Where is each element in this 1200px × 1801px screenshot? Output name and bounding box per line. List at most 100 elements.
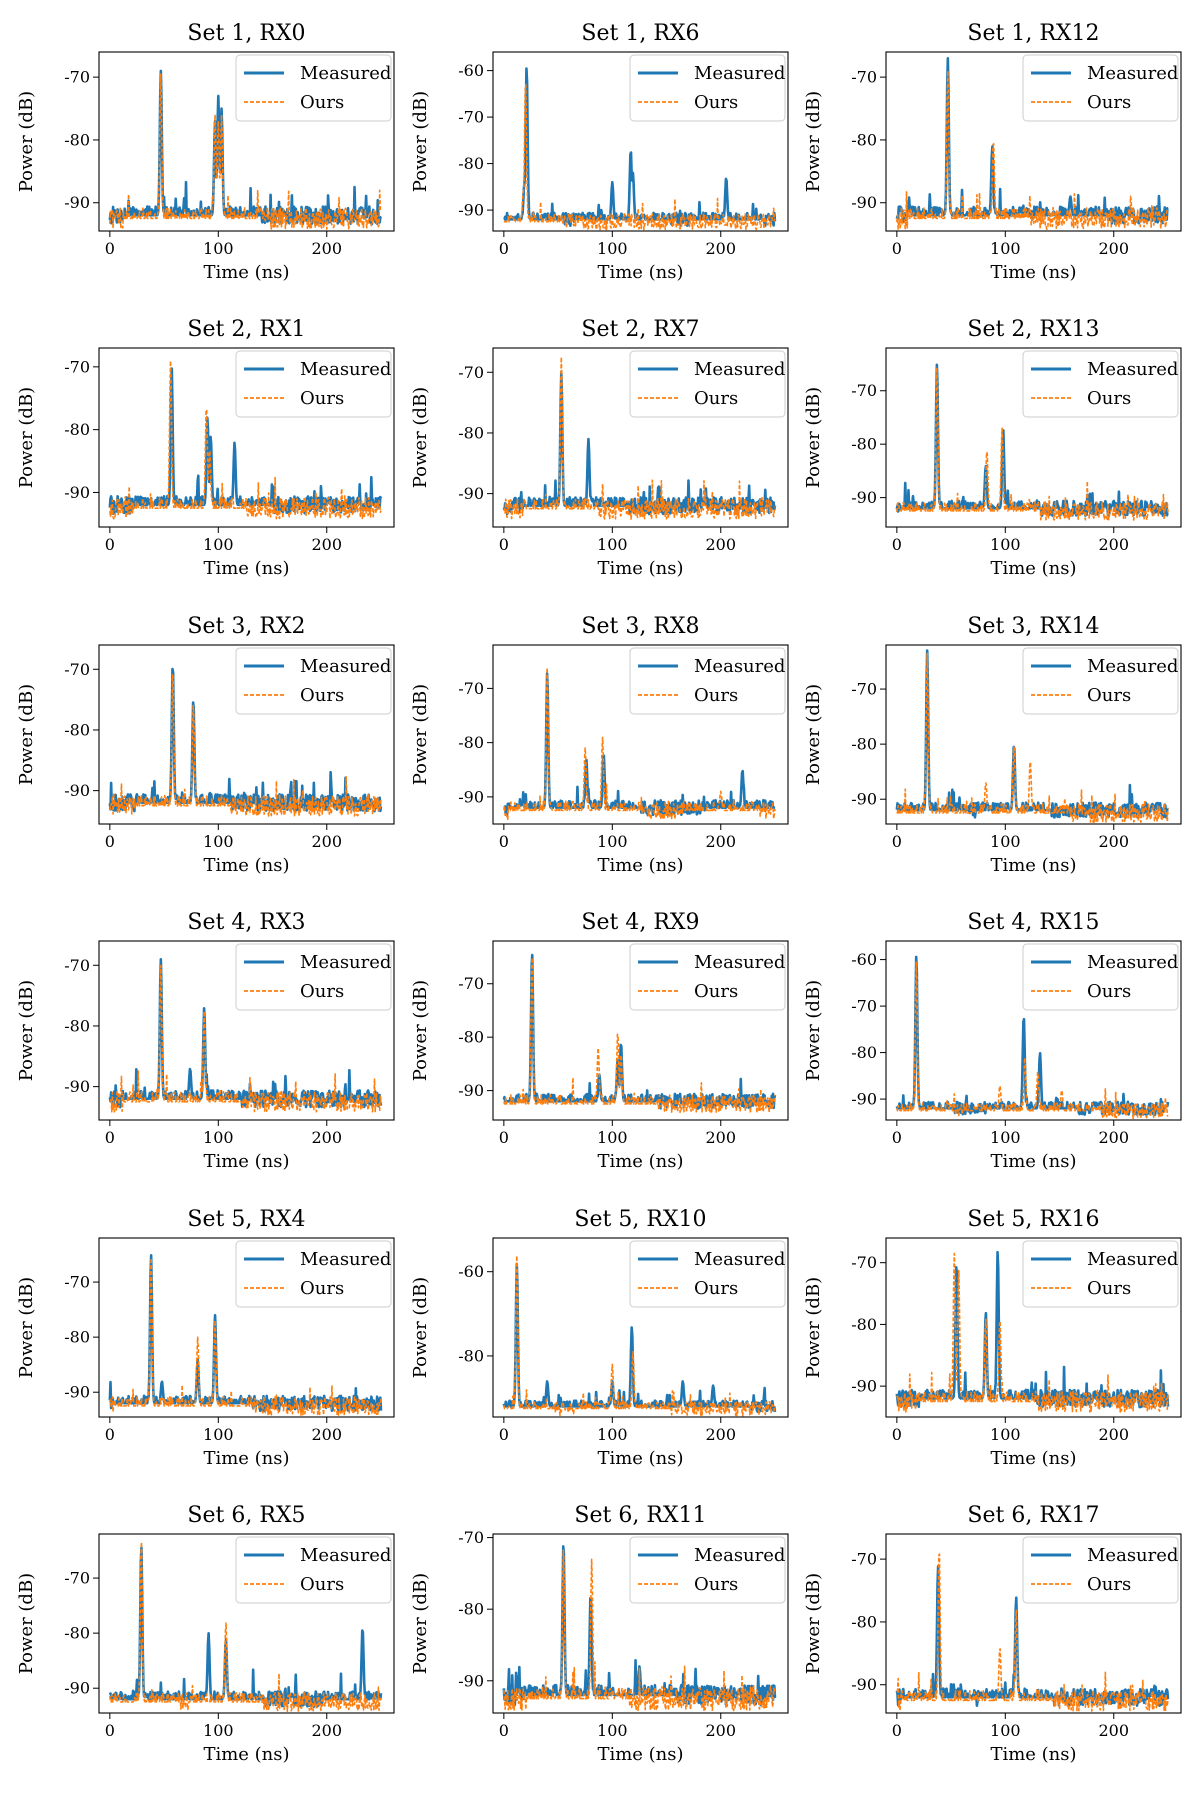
subplot: Set 1, RX0 0 100 200 -70 -80 -90 Time (ns) Power… — [16, 21, 395, 283]
x-tick-label: 0 — [105, 1128, 115, 1147]
legend: Measured Ours — [629, 943, 786, 1011]
y-tick-label: -90 — [64, 781, 90, 800]
y-tick-label: -80 — [851, 735, 877, 754]
x-tick-label: 100 — [597, 1721, 628, 1740]
x-axis-label: Time (ns) — [990, 1151, 1076, 1172]
y-tick-label: -80 — [851, 1612, 877, 1631]
x-tick-label: 100 — [597, 1128, 628, 1147]
legend-ours-label: Ours — [1087, 92, 1131, 113]
legend-measured-label: Measured — [300, 656, 391, 677]
axes-frame — [885, 1237, 1182, 1418]
y-tick-label: -80 — [64, 130, 90, 149]
y-tick-label: -70 — [64, 357, 90, 376]
x-tick-label: 0 — [892, 1425, 902, 1444]
axes-frame — [98, 940, 395, 1121]
axes-frame — [98, 51, 395, 232]
legend-measured-label: Measured — [694, 359, 785, 380]
measured-series-line — [108, 1546, 383, 1709]
y-tick-label: -90 — [851, 790, 877, 809]
x-tick-label: 0 — [892, 1128, 902, 1147]
x-axis-label: Time (ns) — [597, 1744, 683, 1765]
x-tick-label: 200 — [311, 832, 342, 851]
subplot-title: Set 6, RX5 — [187, 1503, 305, 1528]
subplot-title: Set 3, RX14 — [967, 614, 1099, 639]
x-axis-label: Time (ns) — [990, 1744, 1076, 1765]
y-tick-label: -90 — [458, 1081, 484, 1100]
legend-measured-label: Measured — [1087, 656, 1178, 677]
ours-series-line — [503, 1254, 776, 1417]
y-tick-label: -90 — [458, 201, 484, 220]
x-axis-label: Time (ns) — [203, 1151, 289, 1172]
x-tick-label: 100 — [203, 1721, 234, 1740]
y-tick-label: -90 — [851, 488, 877, 507]
axes-frame — [492, 940, 789, 1121]
subplot-title: Set 3, RX2 — [187, 614, 305, 639]
legend: Measured Ours — [1022, 1240, 1179, 1308]
x-tick-label: 0 — [499, 1721, 509, 1740]
y-axis-label: Power (dB) — [803, 980, 824, 1081]
x-axis-label: Time (ns) — [203, 262, 289, 283]
y-tick-label: -80 — [458, 1346, 484, 1365]
subplot: Set 1, RX12 0 100 200 -70 -80 -90 Time (ns) Powe… — [803, 21, 1182, 283]
x-axis-label: Time (ns) — [990, 1448, 1076, 1469]
legend-measured-label: Measured — [694, 63, 785, 84]
legend-ours-label: Ours — [694, 92, 738, 113]
legend-measured-label: Measured — [300, 952, 391, 973]
subplot: Set 6, RX17 0 100 200 -70 -80 -90 Time (ns) Powe… — [803, 1503, 1182, 1765]
legend-ours-label: Ours — [694, 388, 738, 409]
x-tick-label: 100 — [990, 1721, 1021, 1740]
y-tick-label: -80 — [851, 130, 877, 149]
y-axis-label: Power (dB) — [16, 684, 37, 785]
ours-series-line — [896, 366, 1169, 521]
x-tick-label: 0 — [105, 1425, 115, 1444]
x-tick-label: 100 — [597, 535, 628, 554]
x-tick-label: 0 — [499, 239, 509, 258]
y-tick-label: -70 — [64, 956, 90, 975]
x-tick-label: 0 — [499, 1425, 509, 1444]
x-tick-label: 200 — [705, 1128, 736, 1147]
legend: Measured Ours — [235, 54, 392, 122]
ours-series-line — [896, 652, 1169, 824]
subplot: Set 3, RX8 0 100 200 -70 -80 -90 Time (ns) Power… — [410, 614, 789, 876]
axes-frame — [98, 1237, 395, 1418]
subplot: Set 5, RX10 0 100 200 -60 -80 Time (ns) Power (… — [410, 1207, 789, 1469]
y-tick-label: -80 — [64, 720, 90, 739]
y-tick-label: -90 — [64, 193, 90, 212]
subplot-title: Set 2, RX1 — [187, 317, 305, 342]
y-tick-label: -70 — [851, 680, 877, 699]
subplot-title: Set 1, RX6 — [581, 21, 699, 46]
subplot-title: Set 5, RX16 — [967, 1207, 1099, 1232]
subplot-title: Set 5, RX4 — [187, 1207, 305, 1232]
legend-measured-label: Measured — [694, 952, 785, 973]
y-tick-label: -70 — [64, 68, 90, 87]
y-tick-label: -90 — [64, 1383, 90, 1402]
y-tick-label: -80 — [851, 1043, 877, 1062]
subplot: Set 6, RX5 0 100 200 -70 -80 -90 Time (ns) Power… — [16, 1503, 395, 1765]
axes-frame — [885, 1533, 1182, 1714]
y-axis-label: Power (dB) — [16, 387, 37, 488]
subplot-title: Set 1, RX12 — [967, 21, 1099, 46]
subplot-title: Set 6, RX17 — [967, 1503, 1099, 1528]
y-tick-label: -90 — [458, 787, 484, 806]
ours-series-line — [896, 1252, 1169, 1413]
subplot: Set 3, RX14 0 100 200 -70 -80 -90 Time (ns) Powe… — [803, 614, 1182, 876]
ours-series-line — [896, 1553, 1169, 1712]
x-tick-label: 200 — [705, 1721, 736, 1740]
legend-ours-label: Ours — [300, 92, 344, 113]
y-axis-label: Power (dB) — [803, 387, 824, 488]
y-tick-label: -90 — [851, 1377, 877, 1396]
legend: Measured Ours — [235, 350, 392, 418]
ours-series-line — [896, 70, 1169, 230]
y-axis-label: Power (dB) — [410, 1277, 431, 1378]
axes-frame — [492, 51, 789, 232]
y-tick-label: -80 — [64, 1016, 90, 1035]
y-axis-label: Power (dB) — [410, 91, 431, 192]
y-tick-label: -80 — [458, 1600, 484, 1619]
legend-ours-label: Ours — [1087, 388, 1131, 409]
x-axis-label: Time (ns) — [597, 262, 683, 283]
y-tick-label: -60 — [458, 1262, 484, 1281]
axes-frame — [885, 347, 1182, 528]
subplot: Set 3, RX2 0 100 200 -70 -80 -90 Time (ns) Power… — [16, 614, 395, 876]
subplot: Set 2, RX13 0 100 200 -70 -80 -90 Time (ns) Powe… — [803, 317, 1182, 579]
x-tick-label: 100 — [203, 239, 234, 258]
